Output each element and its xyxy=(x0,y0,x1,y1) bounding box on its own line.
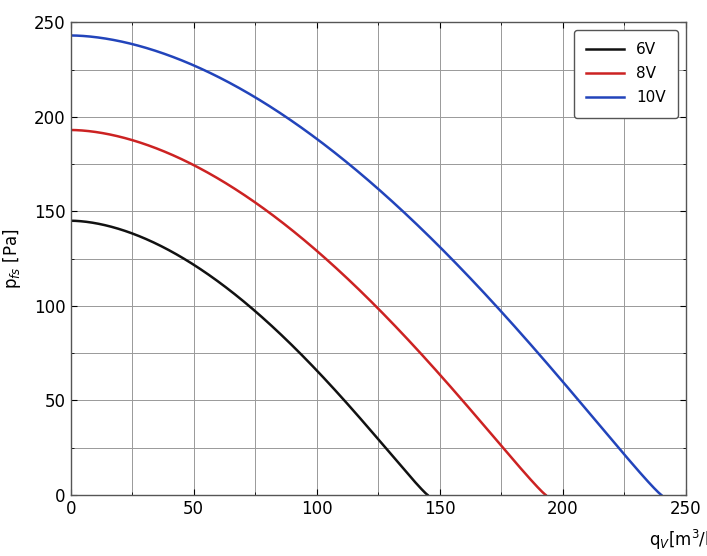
10V xyxy=(66,32,75,39)
6V xyxy=(223,285,232,292)
8V xyxy=(445,383,454,389)
Line: 10V: 10V xyxy=(71,36,661,495)
6V xyxy=(344,402,353,409)
8V xyxy=(66,127,75,133)
Y-axis label: p$_{fs}$ [Pa]: p$_{fs}$ [Pa] xyxy=(1,229,23,289)
10V xyxy=(305,130,314,137)
6V xyxy=(312,366,320,373)
10V xyxy=(657,492,665,498)
10V xyxy=(472,281,481,288)
Legend: 6V, 8V, 10V: 6V, 8V, 10V xyxy=(573,30,678,118)
8V xyxy=(542,492,550,498)
10V xyxy=(537,354,546,361)
8V xyxy=(276,217,284,224)
8V xyxy=(437,373,445,379)
Line: 6V: 6V xyxy=(71,221,428,495)
Line: 8V: 8V xyxy=(71,130,546,495)
6V xyxy=(423,492,432,498)
8V xyxy=(392,324,401,331)
6V xyxy=(103,222,112,229)
10V xyxy=(327,146,335,153)
6V xyxy=(211,276,219,282)
X-axis label: q$_V$[m$^3$/h]: q$_V$[m$^3$/h] xyxy=(649,528,707,552)
8V xyxy=(115,133,124,140)
10V xyxy=(527,342,535,349)
6V xyxy=(66,217,75,224)
6V xyxy=(351,409,360,416)
10V xyxy=(127,41,135,47)
8V xyxy=(259,205,267,211)
